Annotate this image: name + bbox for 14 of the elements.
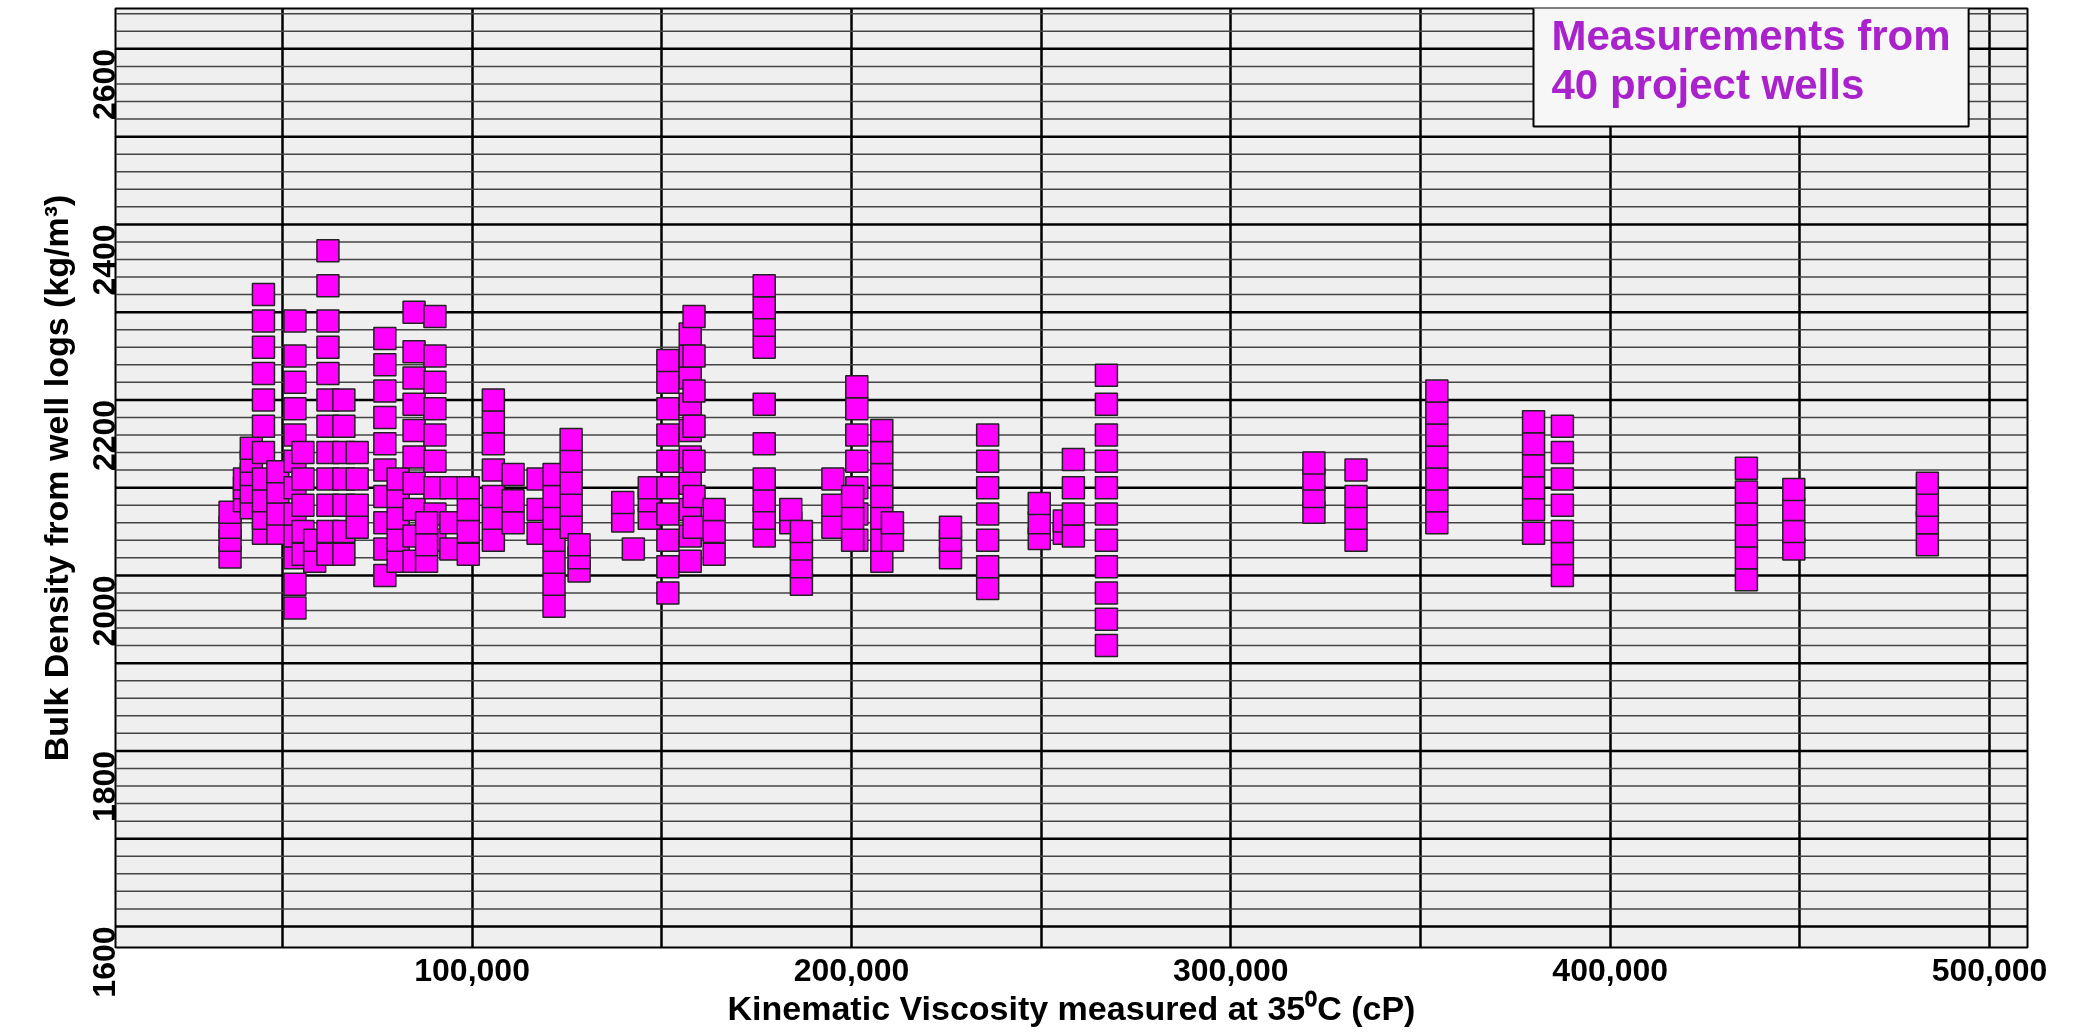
y-tick-label: 1600 [86,926,123,998]
annotation: Measurements from 40 project wells [1551,12,1951,109]
x-tick-label: 500,000 [1931,951,2048,988]
y-tick-label: 2200 [86,399,123,472]
x-tick-label: 400,000 [1552,951,1669,988]
y-tick-label: 1800 [86,750,123,823]
y-axis-title: Bulk Density from well logs (kg/m³) [36,194,75,762]
x-tick-label: 200,000 [793,951,910,988]
y-tick-label: 2400 [86,224,123,296]
x-axis-title: Kinematic Viscosity measured at 35⁰C (cP) [727,988,1416,1027]
x-tick-label: 300,000 [1173,951,1289,988]
y-tick-label: 2600 [86,48,123,121]
x-tick-label: 100,000 [414,951,530,988]
y-tick-label: 2000 [86,575,123,647]
